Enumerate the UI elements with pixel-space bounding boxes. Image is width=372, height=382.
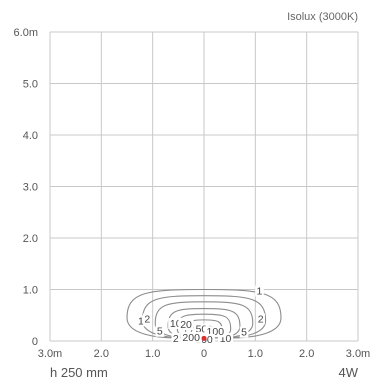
contour-label-bg (178, 319, 194, 331)
contour-label-bg (143, 313, 152, 325)
contour-label: 10 (170, 318, 182, 330)
contour-label-bg (136, 315, 146, 327)
contour-label-bg (168, 317, 184, 329)
contour-labels: 112225510102050100100200 (136, 285, 265, 346)
contour-label: 1 (257, 286, 263, 298)
x-tick-label: 3.0m (38, 348, 62, 360)
contour-label-bg (256, 313, 265, 325)
contour-label: 1 (138, 315, 144, 327)
contour-label: 2 (144, 313, 150, 325)
contour-label: 10 (220, 333, 232, 345)
x-tick-label: 3.0m (346, 348, 370, 360)
contour-label: 5 (157, 326, 163, 338)
contour-label: 2 (173, 333, 179, 345)
y-tick-label: 6.0m (14, 27, 38, 39)
y-tick-label: 4.0 (23, 130, 38, 142)
y-tick-label: 5.0 (23, 79, 38, 91)
y-tick-label: 3.0 (23, 182, 38, 194)
contour-label-bg (255, 285, 264, 297)
contour-label-bg (204, 326, 227, 338)
y-tick-label: 1.0 (23, 285, 38, 297)
x-tick-label: 2.0 (299, 348, 314, 360)
contour-label: 200 (182, 332, 200, 344)
mount-height-label: h 250 mm (50, 365, 108, 380)
contour-label-bg (171, 332, 181, 344)
contour-label-bg (193, 323, 210, 335)
power-label: 4W (339, 365, 359, 380)
contour-label-bg (155, 325, 165, 337)
light-source-marker (201, 335, 207, 341)
contour-label-bg (239, 326, 249, 338)
y-axis-ticks: 6.0m 5.0 4.0 3.0 2.0 1.0 0 (14, 27, 38, 348)
contour-label: 50 (196, 324, 208, 336)
x-tick-label: 1.0 (145, 348, 160, 360)
x-tick-label: 2.0 (94, 348, 109, 360)
x-tick-label: 1.0 (248, 348, 263, 360)
contour-label: 5 (241, 327, 247, 339)
contour-label-bg (217, 332, 234, 344)
y-tick-label: 2.0 (23, 233, 38, 245)
contour-label: 2 (258, 313, 264, 325)
grid (49, 31, 359, 342)
x-axis-ticks: 3.0m 2.0 1.0 0 1.0 2.0 3.0m (38, 348, 370, 360)
contour-label: 20 (180, 319, 192, 331)
contour-label-bg (180, 331, 203, 343)
x-tick-label: 0 (201, 348, 207, 360)
y-tick-label: 0 (32, 336, 38, 348)
chart-title: Isolux (3000K) (287, 11, 358, 23)
